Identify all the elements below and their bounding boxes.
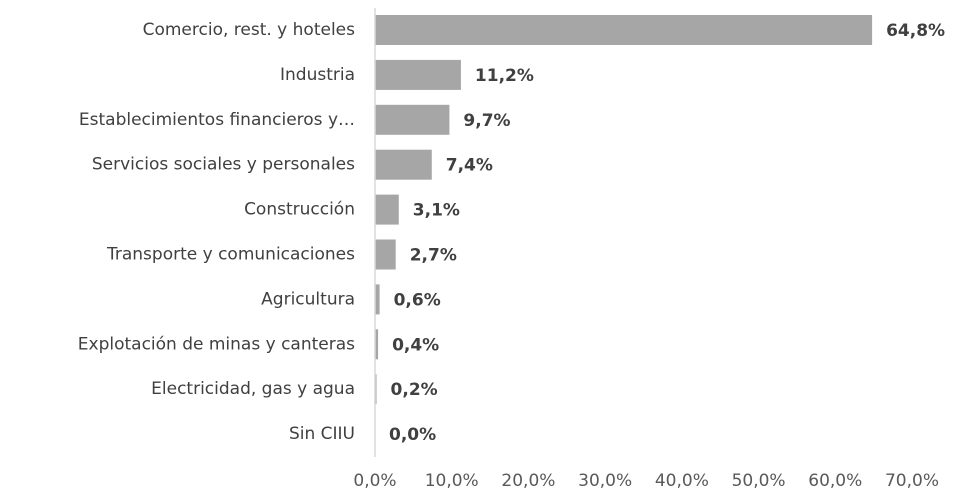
y-tick-label: Establecimientos financieros y… bbox=[79, 110, 355, 130]
data-label: 0,4% bbox=[392, 335, 439, 355]
y-tick-label: Explotación de minas y canteras bbox=[78, 334, 355, 354]
data-label: 7,4% bbox=[446, 156, 493, 176]
x-tick-label: 70,0% bbox=[885, 471, 939, 491]
data-label: 11,2% bbox=[475, 66, 534, 86]
y-tick-label: Transporte y comunicaciones bbox=[106, 245, 355, 265]
bar bbox=[375, 15, 873, 45]
x-tick-label: 10,0% bbox=[425, 471, 479, 491]
x-tick-label: 0,0% bbox=[353, 471, 396, 491]
data-label: 9,7% bbox=[463, 111, 510, 131]
y-tick-label: Construcción bbox=[244, 200, 355, 220]
data-label: 3,1% bbox=[413, 201, 460, 221]
bar bbox=[375, 104, 450, 135]
x-tick-label: 20,0% bbox=[501, 471, 555, 491]
data-label: 64,8% bbox=[886, 21, 945, 41]
y-tick-label: Sin CIIU bbox=[289, 424, 355, 444]
bar bbox=[375, 194, 399, 225]
x-tick-label: 60,0% bbox=[808, 471, 862, 491]
bar bbox=[375, 149, 432, 180]
y-tick-label: Electricidad, gas y agua bbox=[151, 379, 355, 399]
data-label: 0,2% bbox=[391, 380, 438, 400]
y-tick-label: Comercio, rest. y hoteles bbox=[143, 20, 356, 40]
bar bbox=[375, 329, 379, 360]
bar bbox=[375, 239, 396, 270]
bar bbox=[375, 374, 377, 405]
x-tick-label: 30,0% bbox=[578, 471, 632, 491]
data-label: 0,0% bbox=[389, 425, 436, 445]
data-label: 0,6% bbox=[394, 290, 441, 310]
y-tick-label: Agricultura bbox=[261, 289, 355, 309]
x-tick-label: 50,0% bbox=[732, 471, 786, 491]
bar bbox=[375, 59, 461, 90]
y-tick-label: Servicios sociales y personales bbox=[92, 155, 355, 175]
bar bbox=[375, 284, 380, 315]
x-tick-label: 40,0% bbox=[655, 471, 709, 491]
data-label: 2,7% bbox=[410, 246, 457, 266]
y-tick-label: Industria bbox=[280, 65, 355, 85]
